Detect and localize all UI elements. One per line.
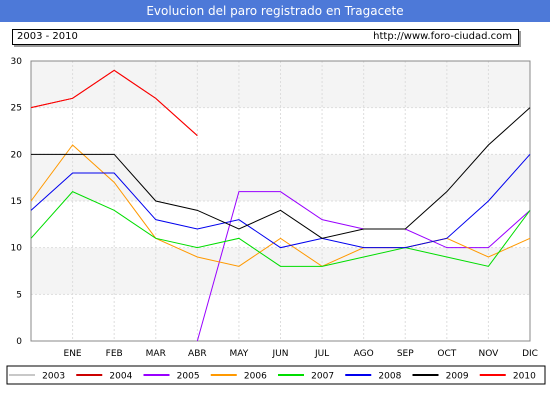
x-tick-label: ABR — [188, 349, 207, 359]
y-tick-label: 20 — [11, 150, 23, 160]
x-tick-label: SEP — [397, 349, 414, 359]
legend-label-2009: 2009 — [446, 372, 469, 382]
x-tick-label: MAR — [146, 349, 166, 359]
legend-label-2010: 2010 — [513, 372, 536, 382]
series-line-2009 — [31, 107, 531, 239]
y-tick-label: 5 — [16, 290, 22, 300]
legend-label-2004: 2004 — [109, 372, 132, 382]
x-tick-label: MAY — [230, 349, 249, 359]
legend-label-2003: 2003 — [42, 372, 65, 382]
legend-label-2008: 2008 — [378, 372, 401, 382]
x-tick-label: DIC — [522, 349, 538, 359]
plot-band — [31, 201, 530, 248]
series-line-2010 — [30, 69, 198, 137]
y-tick-label: 10 — [11, 244, 23, 254]
x-tick-label: OCT — [437, 349, 456, 359]
info-box: 2003 - 2010 http://www.foro-ciudad.com — [12, 29, 519, 45]
plot-band — [31, 61, 530, 108]
series-line-2008 — [30, 154, 531, 249]
legend-label-2005: 2005 — [177, 372, 200, 382]
series-line-2007 — [30, 191, 531, 267]
x-tick-label: JUL — [314, 349, 329, 359]
y-axis-ticks: 0 5 10 15 20 25 30 — [11, 57, 23, 347]
period-label: 2003 - 2010 — [17, 31, 78, 42]
x-tick-label: FEB — [106, 349, 123, 359]
x-tick-label: AGO — [354, 349, 374, 359]
legend-box — [6, 365, 546, 385]
legend-label-2006: 2006 — [244, 372, 267, 382]
legend-label-2007: 2007 — [311, 372, 334, 382]
y-tick-label: 15 — [11, 197, 22, 207]
website-link[interactable]: http://www.foro-ciudad.com — [373, 31, 512, 42]
x-tick-label: NOV — [479, 349, 500, 359]
legend: 2003 2004 2005 2006 2007 2008 2009 2010 — [6, 365, 546, 385]
x-tick-label: JUN — [272, 349, 289, 359]
chart-title: Evolucion del paro registrado en Tragace… — [0, 0, 550, 22]
y-tick-label: 0 — [16, 337, 22, 347]
x-axis-ticks: ENE FEB MAR ABR MAY JUN JUL AGO SEP OCT NOV DIC — [64, 349, 538, 359]
y-tick-label: 30 — [11, 57, 23, 67]
x-tick-label: ENE — [64, 349, 82, 359]
series-lines — [30, 69, 531, 342]
y-tick-label: 25 — [11, 104, 22, 114]
